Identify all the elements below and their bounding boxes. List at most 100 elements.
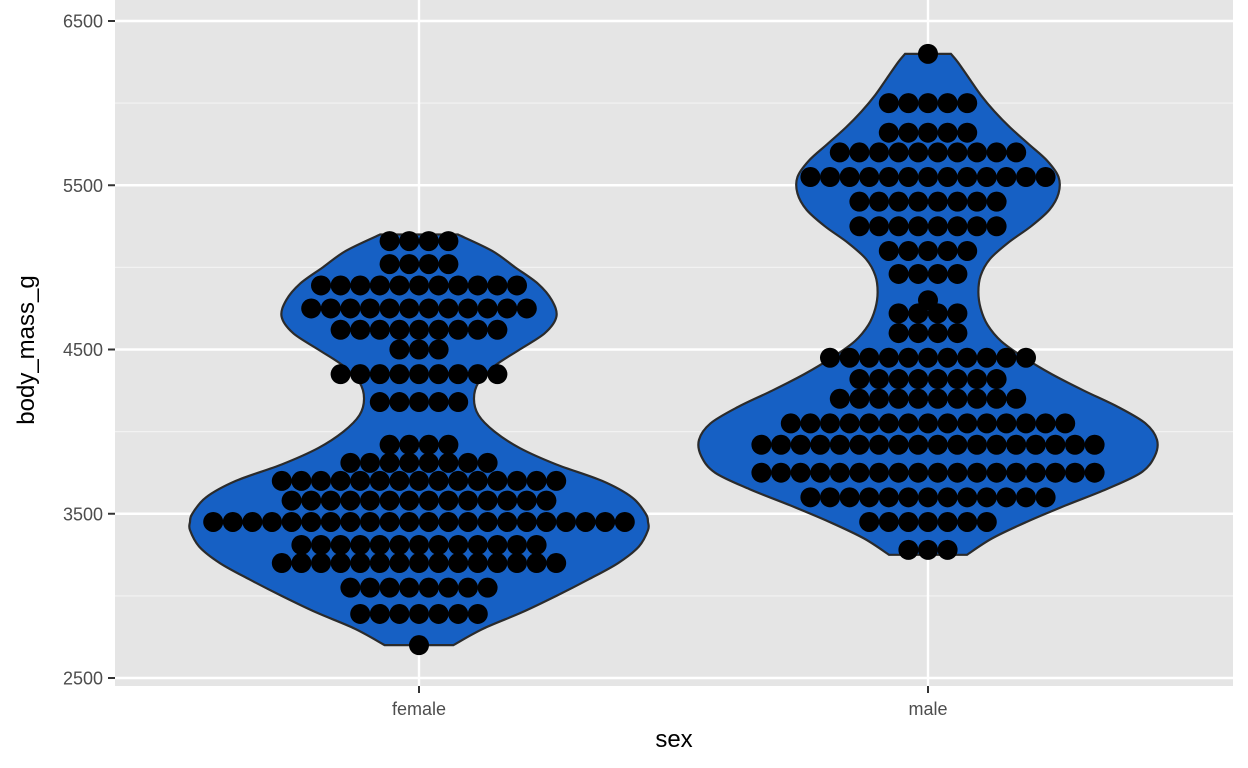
dot-male <box>937 347 958 368</box>
dot-female <box>379 254 400 275</box>
dot-female <box>360 577 380 598</box>
dot-male <box>888 323 909 344</box>
dot-female <box>477 490 498 511</box>
dot-male <box>820 347 840 368</box>
dot-male <box>967 434 987 455</box>
dot-male <box>869 142 889 163</box>
dot-female <box>360 452 380 473</box>
dot-male <box>986 142 1007 163</box>
dot-female <box>409 553 429 574</box>
dot-female <box>379 577 400 598</box>
dot-male <box>1035 487 1056 508</box>
dot-female <box>458 490 478 511</box>
dot-female <box>556 511 576 532</box>
dot-male <box>908 216 929 237</box>
dot-male <box>888 263 909 284</box>
dot-female <box>369 319 390 340</box>
dot-female <box>438 298 459 319</box>
dot-female <box>409 364 429 385</box>
dot-male <box>976 347 997 368</box>
dot-male <box>859 413 880 434</box>
dot-male <box>927 462 948 483</box>
dot-female <box>409 534 429 555</box>
dot-female <box>369 470 390 491</box>
dot-female <box>448 603 469 624</box>
dot-male <box>751 462 772 483</box>
dot-female <box>477 511 498 532</box>
y-axis: 2500 3500 4500 5500 6500 <box>63 12 115 689</box>
dot-female <box>369 603 390 624</box>
dot-male <box>927 263 948 284</box>
dot-female <box>448 534 469 555</box>
dot-male <box>1084 462 1105 483</box>
dot-female <box>340 490 361 511</box>
dot-male <box>751 434 772 455</box>
dot-male <box>1025 462 1046 483</box>
dot-male <box>888 142 909 163</box>
dot-female <box>428 534 449 555</box>
dot-male <box>810 462 831 483</box>
dot-male <box>878 511 899 532</box>
dot-male <box>976 413 997 434</box>
dot-female <box>458 511 478 532</box>
dot-male <box>1035 167 1056 188</box>
dot-male <box>839 167 860 188</box>
dot-male <box>1035 413 1056 434</box>
dot-male <box>878 93 899 114</box>
dot-male <box>908 462 929 483</box>
dot-female <box>379 231 400 252</box>
dot-male <box>996 413 1017 434</box>
dot-female <box>536 511 557 532</box>
dot-female <box>320 490 341 511</box>
dot-female <box>389 603 410 624</box>
dot-male <box>947 216 968 237</box>
dot-male <box>849 369 870 390</box>
dot-female <box>399 511 420 532</box>
dot-female <box>428 603 449 624</box>
dot-female <box>389 339 410 360</box>
dot-male <box>780 413 801 434</box>
dot-male <box>947 263 968 284</box>
dot-female <box>360 511 380 532</box>
dot-female <box>418 577 439 598</box>
dot-female <box>379 452 400 473</box>
dot-male <box>918 511 938 532</box>
dot-female <box>428 339 449 360</box>
dot-male <box>1006 462 1027 483</box>
dot-male <box>1006 388 1027 409</box>
dot-female <box>389 275 410 296</box>
dot-male <box>996 347 1017 368</box>
dot-male <box>820 167 840 188</box>
dot-male <box>1016 167 1036 188</box>
dot-female <box>330 364 351 385</box>
dot-female <box>428 319 449 340</box>
dot-male <box>888 388 909 409</box>
dot-female <box>311 470 331 491</box>
dot-female <box>340 511 361 532</box>
dot-male <box>878 347 899 368</box>
dot-female <box>301 511 322 532</box>
dot-male <box>937 511 958 532</box>
y-tick-label: 3500 <box>63 504 103 524</box>
dot-female <box>389 392 410 413</box>
dot-female <box>222 511 243 532</box>
dot-female <box>291 470 312 491</box>
dot-female <box>379 298 400 319</box>
dot-female <box>330 470 351 491</box>
dot-female <box>497 511 518 532</box>
dot-male <box>927 369 948 390</box>
dot-female <box>507 553 527 574</box>
dot-female <box>330 319 351 340</box>
dot-female <box>526 470 547 491</box>
dot-male <box>888 216 909 237</box>
dot-male <box>937 539 958 560</box>
dot-female <box>487 470 508 491</box>
dot-male <box>849 462 870 483</box>
dot-female <box>516 511 537 532</box>
dot-male <box>908 388 929 409</box>
dot-female <box>428 275 449 296</box>
dot-female <box>546 553 567 574</box>
dot-male <box>820 487 840 508</box>
dot-female <box>399 490 420 511</box>
dot-female <box>262 511 282 532</box>
